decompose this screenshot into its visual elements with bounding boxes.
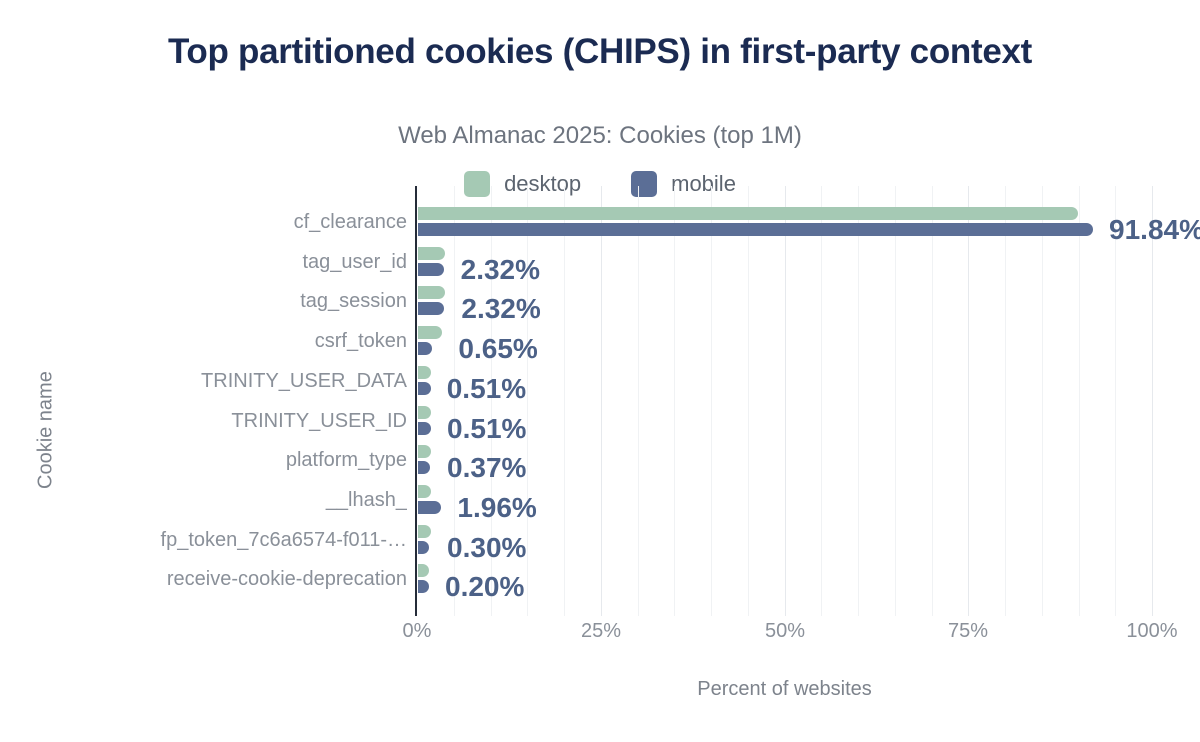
gridline	[858, 186, 859, 616]
value-label: 2.32%	[460, 253, 541, 285]
bar-desktop[interactable]	[418, 445, 432, 459]
legend: desktop mobile	[0, 169, 1200, 199]
bar-desktop[interactable]	[418, 524, 432, 538]
gridline	[711, 186, 712, 616]
category-label: receive-cookie-deprecation	[166, 568, 407, 591]
category-label: cf_clearance	[293, 211, 407, 233]
legend-label: mobile	[671, 171, 736, 196]
x-tick-75: 75%	[947, 620, 989, 642]
category-label: TRINITY_USER_ID	[231, 409, 407, 432]
x-tick-0: 0%	[402, 620, 432, 642]
gridline	[1152, 186, 1153, 616]
category-label: platform_type	[285, 449, 407, 472]
gridline	[821, 186, 823, 616]
category-label: tag_user_id	[302, 250, 407, 273]
gridline	[637, 186, 639, 616]
value-label: 1.96%	[457, 491, 537, 523]
gridline	[894, 186, 896, 616]
category-label: fp_token_7c6a6574-f011-…	[160, 528, 407, 551]
gridline	[968, 186, 970, 616]
value-label: 0.65%	[458, 333, 538, 365]
bar-mobile[interactable]	[418, 540, 430, 554]
gridline	[674, 186, 676, 616]
gridline	[1041, 186, 1043, 616]
bar-desktop[interactable]	[418, 365, 431, 379]
bar-mobile[interactable]	[418, 421, 431, 435]
bar-desktop[interactable]	[418, 405, 432, 419]
chart-subtitle: Web Almanac 2025: Cookies (top 1M)	[398, 122, 802, 149]
category-label: csrf_token	[314, 330, 407, 353]
gridline	[600, 186, 602, 616]
value-label: 0.20%	[445, 571, 525, 603]
gridline	[1078, 186, 1080, 616]
value-label: 0.30%	[447, 531, 527, 563]
gridline	[1005, 186, 1006, 616]
bar-mobile[interactable]	[418, 580, 429, 594]
bar-mobile[interactable]	[418, 302, 445, 316]
category-label: tag_session	[300, 290, 407, 313]
value-label: 91.84%	[1109, 214, 1200, 245]
y-axis-line	[415, 186, 417, 616]
gridline	[784, 186, 786, 616]
x-axis-title: Percent of websites	[697, 678, 872, 700]
category-label: __lhash_	[325, 488, 407, 511]
bar-desktop[interactable]	[418, 246, 445, 260]
bar-desktop[interactable]	[418, 207, 1079, 220]
gridline	[1115, 186, 1117, 616]
x-tick-50: 50%	[764, 620, 806, 642]
legend-item-mobile[interactable]: mobile	[631, 171, 736, 197]
y-axis-title: Cookie name	[34, 371, 57, 489]
bar-mobile[interactable]	[418, 262, 445, 276]
x-tick-100: 100%	[1126, 620, 1178, 642]
mobile-swatch-icon	[631, 171, 658, 197]
legend-label: desktop	[504, 171, 582, 196]
gridline	[527, 186, 529, 616]
gridline	[747, 186, 749, 616]
desktop-swatch-icon	[464, 171, 491, 197]
value-label: 0.37%	[447, 452, 527, 484]
gridline	[564, 186, 565, 616]
gridline	[490, 186, 492, 616]
bar-desktop[interactable]	[418, 286, 446, 300]
category-label: TRINITY_USER_DATA	[201, 369, 407, 392]
bar-desktop[interactable]	[418, 484, 432, 498]
gridline	[453, 186, 455, 616]
bar-desktop[interactable]	[418, 564, 429, 578]
bar-desktop[interactable]	[418, 326, 443, 340]
bar-mobile[interactable]	[418, 500, 442, 514]
chart-title: Top partitioned cookies (CHIPS) in first…	[167, 32, 1033, 71]
bar-mobile[interactable]	[418, 342, 432, 356]
bar-mobile[interactable]	[418, 223, 1094, 236]
gridline	[931, 186, 933, 616]
bar-mobile[interactable]	[418, 461, 430, 475]
legend-item-desktop[interactable]: desktop	[464, 171, 581, 197]
value-label: 0.51%	[447, 412, 527, 444]
bar-mobile[interactable]	[418, 381, 431, 395]
x-tick-25: 25%	[580, 620, 622, 642]
value-label: 2.32%	[461, 293, 541, 325]
value-label: 0.51%	[446, 372, 527, 404]
